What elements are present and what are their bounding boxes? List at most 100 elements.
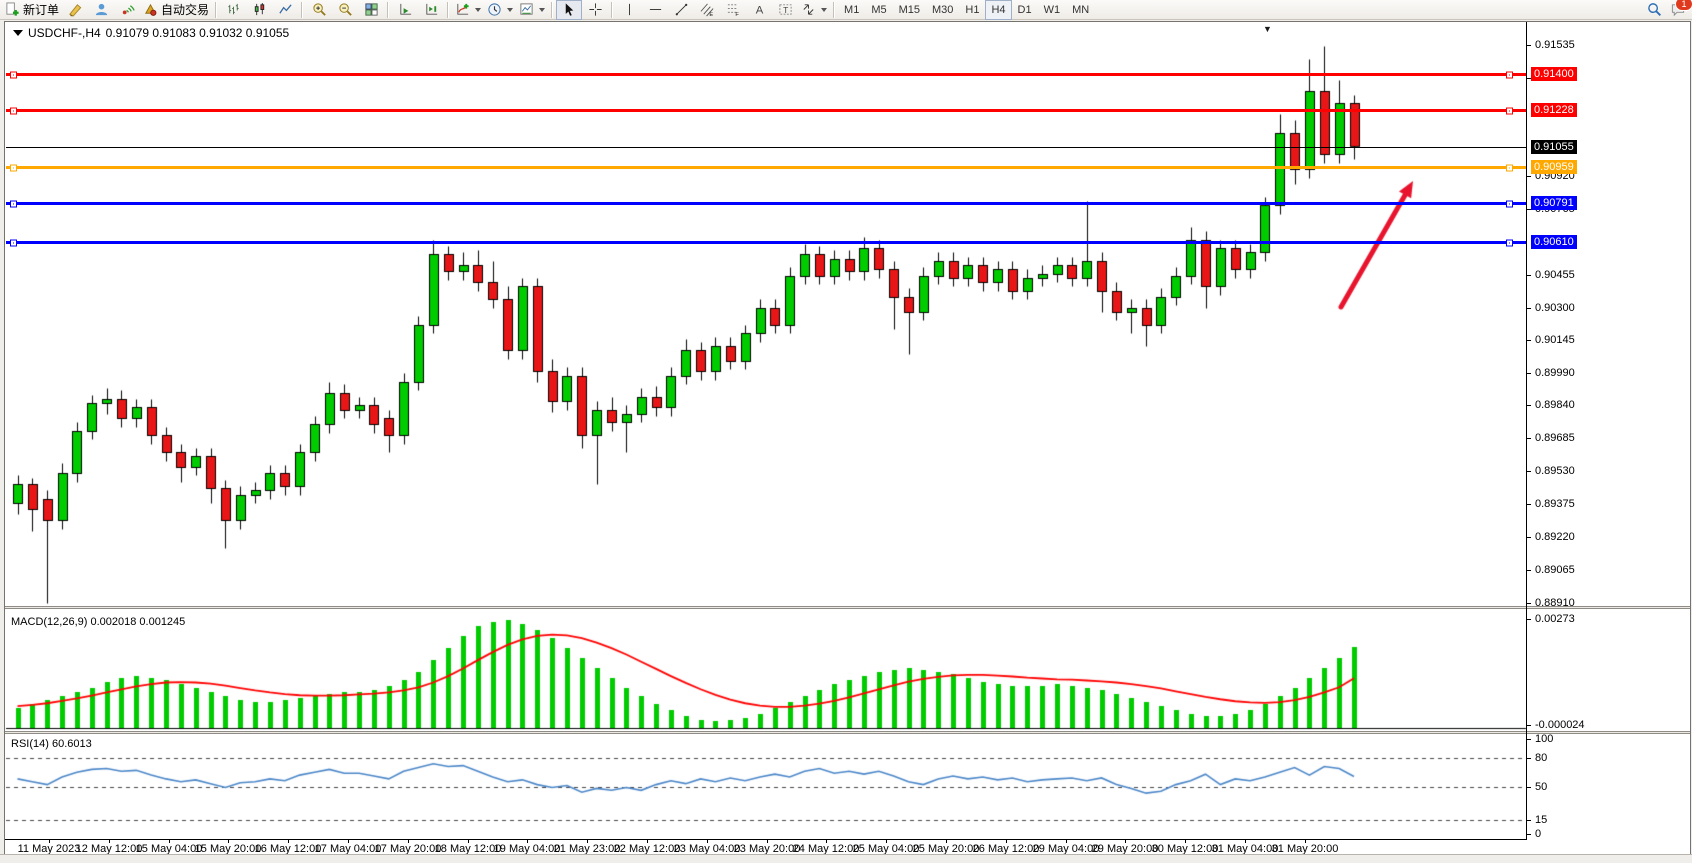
horizontal-line-0.90610-label: 0.90610 [1531, 235, 1577, 249]
price-axis-line [1526, 22, 1527, 840]
rsi-level-label: 0 [1535, 828, 1542, 840]
zoom-out-button[interactable] [332, 0, 358, 20]
date-label: 24 May 12:00 [792, 843, 860, 855]
rsi-level-label-tick-mark [1526, 758, 1531, 759]
channel-icon: E [700, 2, 715, 17]
price-tick-tick-mark [1526, 471, 1531, 472]
periods-button[interactable] [484, 0, 516, 20]
chevron-down-icon[interactable] [475, 7, 482, 12]
new-order-label: 新订单 [23, 3, 60, 17]
horizontal-line-0.91400[interactable] [6, 71, 1526, 78]
timeframe-button-h4[interactable]: H4 [985, 0, 1012, 20]
chart-canvas[interactable] [5, 22, 1690, 854]
chat-button[interactable]: 1 [1670, 0, 1692, 17]
vertical-line-button[interactable] [616, 0, 642, 20]
text-button[interactable]: A [746, 0, 772, 20]
clock-icon [487, 2, 502, 17]
horizontal-line-0.91228[interactable] [6, 107, 1526, 114]
panel-splitter[interactable] [5, 606, 1690, 609]
horizontal-line-0.90959[interactable] [6, 164, 1526, 171]
templates-button[interactable] [516, 0, 548, 20]
price-tick-tick-mark [1526, 603, 1531, 604]
chevron-down-icon[interactable] [821, 7, 828, 12]
indicators-button[interactable] [452, 0, 484, 20]
line-handle[interactable] [10, 200, 17, 207]
rsi-level-label: 80 [1535, 752, 1548, 764]
line-handle[interactable] [1506, 107, 1513, 114]
signals-button[interactable] [114, 0, 140, 20]
horizontal-line-0.91400-label: 0.91400 [1531, 67, 1577, 81]
horizontal-line-0.90610[interactable] [6, 239, 1526, 246]
chart-shift-button[interactable] [418, 0, 444, 20]
search-icon[interactable] [1647, 2, 1662, 17]
candlestick-icon [252, 2, 267, 17]
macd-axis-max-tick-mark [1526, 619, 1531, 620]
date-label: 26 May 12:00 [972, 843, 1040, 855]
chevron-down-icon[interactable] [539, 7, 546, 12]
tile-windows-button[interactable] [358, 0, 384, 20]
date-tick-mark [468, 840, 469, 843]
main-toolbar: 新订单 自动交易 [0, 0, 1692, 20]
pencil-icon [68, 2, 83, 17]
candlestick-chart-button[interactable] [246, 0, 272, 20]
horizontal-line-button[interactable] [642, 0, 668, 20]
price-tick-tick-mark [1526, 78, 1531, 79]
macd-indicator-label: MACD(12,26,9) 0.002018 0.001245 [11, 616, 186, 628]
svg-text:T: T [783, 5, 788, 15]
timeframe-button-h1[interactable]: H1 [965, 3, 980, 16]
line-handle[interactable] [1506, 164, 1513, 171]
fibonacci-button[interactable]: F [720, 0, 746, 20]
arrows-button[interactable] [798, 0, 830, 20]
text-label-button[interactable]: T [772, 0, 798, 20]
date-label: 29 May 20:00 [1091, 843, 1159, 855]
date-tick-mark [946, 840, 947, 843]
auto-scroll-button[interactable] [392, 0, 418, 20]
chevron-down-icon[interactable] [507, 7, 514, 12]
trendline-button[interactable] [668, 0, 694, 20]
timeframe-button-m1[interactable]: M1 [844, 3, 860, 16]
line-handle[interactable] [10, 107, 17, 114]
timeframe-button-m5[interactable]: M5 [871, 3, 887, 16]
line-chart-button[interactable] [272, 0, 298, 20]
horizontal-line-0.90791[interactable] [6, 200, 1526, 207]
zoom-in-button[interactable] [306, 0, 332, 20]
date-tick-mark [767, 840, 768, 843]
line-handle[interactable] [10, 164, 17, 171]
rsi-level-label: 100 [1535, 733, 1554, 745]
line-handle[interactable] [1506, 71, 1513, 78]
bar-chart-icon [226, 2, 241, 17]
line-handle[interactable] [1506, 200, 1513, 207]
timeframe-button-m15[interactable]: M15 [898, 3, 920, 16]
cursor-button[interactable] [556, 0, 583, 20]
date-tick-mark [707, 840, 708, 843]
autotrading-icon [143, 2, 158, 17]
bar-chart-button[interactable] [220, 0, 246, 20]
timeframe-button-m30[interactable]: M30 [932, 3, 954, 16]
line-handle[interactable] [10, 71, 17, 78]
timeframe-button-w1[interactable]: W1 [1043, 3, 1061, 16]
panel-splitter[interactable] [5, 731, 1690, 734]
equidistant-channel-button[interactable]: E [694, 0, 720, 20]
template-icon [519, 2, 534, 17]
date-tick-mark [49, 840, 50, 843]
chart-shift-marker[interactable]: ▼ [1263, 24, 1272, 34]
timeframe-button-mn[interactable]: MN [1072, 3, 1090, 16]
date-tick-mark [169, 840, 170, 843]
broadcast-icon [120, 2, 135, 17]
symbol-dropdown-icon[interactable] [13, 30, 23, 36]
line-handle[interactable] [1506, 239, 1513, 246]
timeframe-button-d1[interactable]: D1 [1017, 3, 1032, 16]
current-price-line[interactable] [6, 147, 1526, 148]
crosshair-button[interactable] [582, 0, 608, 20]
autotrading-button[interactable]: 自动交易 [140, 0, 212, 20]
mql5-community-button[interactable] [88, 0, 114, 20]
metaeditor-button[interactable] [62, 0, 88, 20]
date-label: 15 May 20:00 [194, 843, 262, 855]
date-tick-mark [408, 840, 409, 843]
svg-text:E: E [709, 12, 713, 17]
new-order-button[interactable]: 新订单 [2, 0, 62, 20]
price-tick: 0.90455 [1535, 269, 1575, 281]
price-tick: 0.90920 [1535, 170, 1575, 182]
line-handle[interactable] [10, 239, 17, 246]
macd-axis-min: -0.000024 [1535, 719, 1585, 731]
